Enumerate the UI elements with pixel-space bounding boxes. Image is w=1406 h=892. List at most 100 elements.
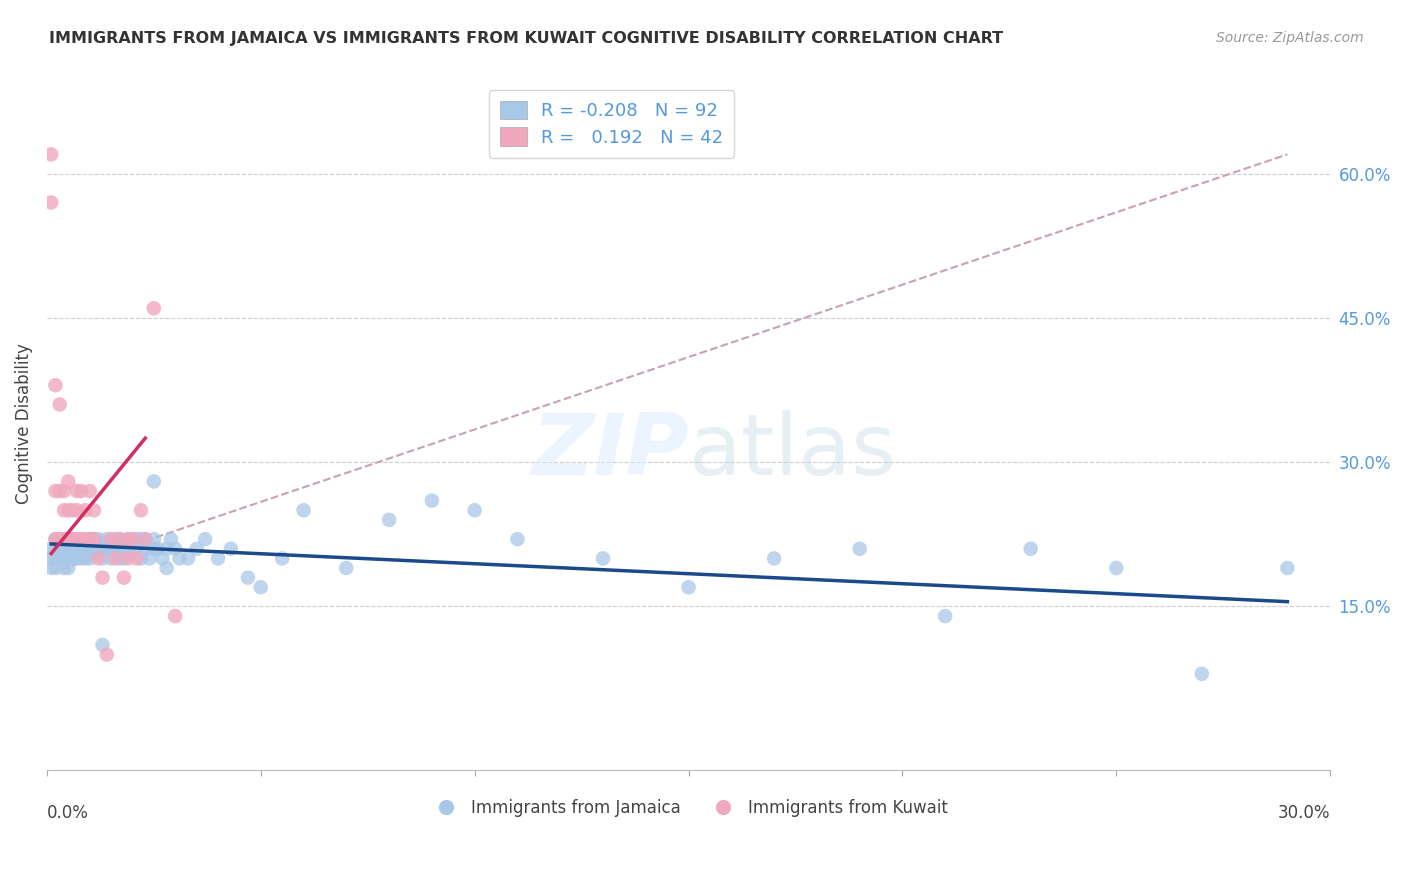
- Point: [53, 484, 76, 499]
- Point: [236, 571, 259, 585]
- Point: [186, 541, 208, 556]
- Point: [91, 551, 114, 566]
- Point: [75, 503, 97, 517]
- Point: [165, 609, 187, 624]
- Point: [66, 484, 89, 499]
- Point: [39, 551, 62, 566]
- Point: [58, 475, 80, 489]
- Point: [134, 532, 156, 546]
- Point: [96, 541, 118, 556]
- Point: [83, 532, 105, 546]
- Point: [44, 532, 66, 546]
- Point: [134, 532, 156, 546]
- Point: [104, 532, 127, 546]
- Point: [150, 551, 173, 566]
- Point: [934, 609, 956, 624]
- Point: [378, 513, 401, 527]
- Point: [117, 541, 139, 556]
- Point: [848, 541, 870, 556]
- Point: [117, 532, 139, 546]
- Point: [79, 541, 101, 556]
- Point: [100, 551, 122, 566]
- Point: [83, 503, 105, 517]
- Point: [420, 493, 443, 508]
- Point: [112, 551, 135, 566]
- Point: [678, 580, 700, 594]
- Point: [62, 532, 84, 546]
- Point: [58, 503, 80, 517]
- Point: [70, 551, 93, 566]
- Point: [129, 532, 152, 546]
- Point: [53, 561, 76, 575]
- Point: [125, 532, 148, 546]
- Point: [44, 378, 66, 392]
- Point: [1191, 666, 1213, 681]
- Point: [39, 541, 62, 556]
- Text: ZIP: ZIP: [531, 410, 689, 493]
- Point: [104, 551, 127, 566]
- Point: [75, 532, 97, 546]
- Point: [48, 551, 70, 566]
- Point: [117, 551, 139, 566]
- Point: [70, 532, 93, 546]
- Point: [79, 532, 101, 546]
- Point: [142, 541, 165, 556]
- Point: [66, 532, 89, 546]
- Point: [62, 541, 84, 556]
- Point: [62, 551, 84, 566]
- Text: 30.0%: 30.0%: [1278, 805, 1330, 822]
- Point: [66, 532, 89, 546]
- Point: [156, 561, 179, 575]
- Point: [44, 541, 66, 556]
- Point: [48, 484, 70, 499]
- Point: [129, 503, 152, 517]
- Point: [292, 503, 315, 517]
- Point: [160, 532, 183, 546]
- Point: [194, 532, 217, 546]
- Point: [87, 541, 110, 556]
- Point: [70, 484, 93, 499]
- Point: [138, 551, 160, 566]
- Point: [75, 551, 97, 566]
- Point: [125, 551, 148, 566]
- Point: [142, 532, 165, 546]
- Point: [91, 638, 114, 652]
- Point: [219, 541, 242, 556]
- Point: [48, 397, 70, 411]
- Point: [79, 484, 101, 499]
- Point: [129, 551, 152, 566]
- Point: [506, 532, 529, 546]
- Point: [53, 541, 76, 556]
- Point: [1277, 561, 1299, 575]
- Point: [592, 551, 614, 566]
- Point: [83, 541, 105, 556]
- Point: [58, 541, 80, 556]
- Point: [66, 541, 89, 556]
- Point: [112, 541, 135, 556]
- Point: [112, 571, 135, 585]
- Point: [44, 532, 66, 546]
- Point: [58, 561, 80, 575]
- Point: [1105, 561, 1128, 575]
- Point: [100, 541, 122, 556]
- Point: [335, 561, 357, 575]
- Point: [169, 551, 191, 566]
- Point: [39, 147, 62, 161]
- Point: [177, 551, 200, 566]
- Point: [39, 561, 62, 575]
- Point: [58, 551, 80, 566]
- Point: [108, 532, 131, 546]
- Point: [53, 503, 76, 517]
- Point: [48, 532, 70, 546]
- Point: [91, 541, 114, 556]
- Point: [125, 541, 148, 556]
- Point: [48, 541, 70, 556]
- Point: [62, 503, 84, 517]
- Point: [117, 532, 139, 546]
- Point: [75, 541, 97, 556]
- Text: IMMIGRANTS FROM JAMAICA VS IMMIGRANTS FROM KUWAIT COGNITIVE DISABILITY CORRELATI: IMMIGRANTS FROM JAMAICA VS IMMIGRANTS FR…: [49, 31, 1004, 46]
- Point: [66, 503, 89, 517]
- Point: [79, 551, 101, 566]
- Point: [39, 195, 62, 210]
- Point: [79, 532, 101, 546]
